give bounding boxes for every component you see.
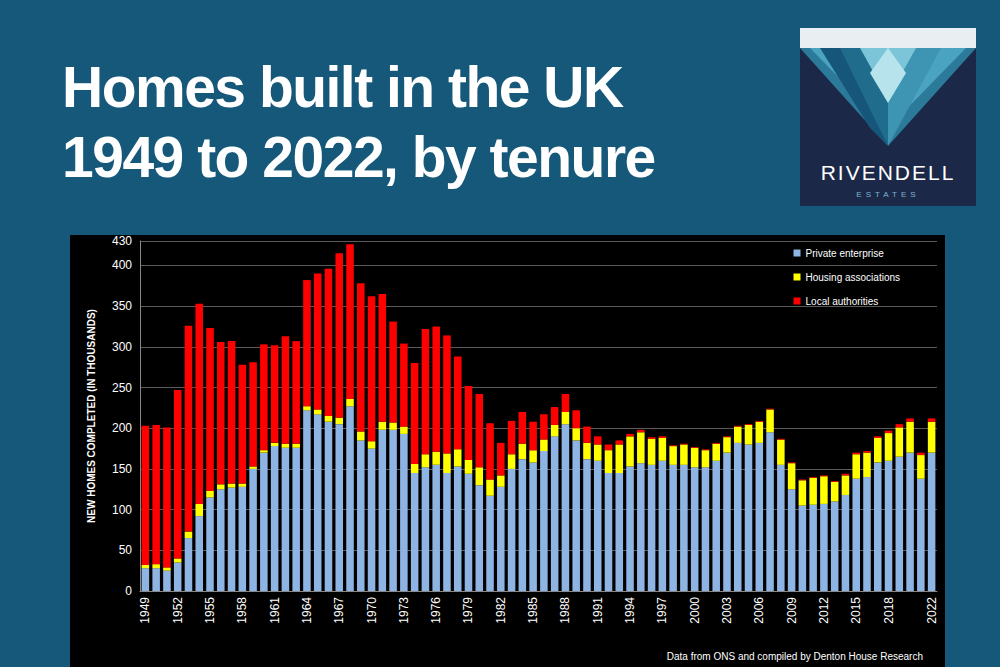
- svg-text:50: 50: [119, 543, 133, 557]
- svg-text:430: 430: [112, 235, 132, 248]
- svg-text:2009: 2009: [785, 597, 799, 624]
- svg-text:1979: 1979: [461, 597, 475, 624]
- html-text:1949 to 2022, by tenure: 1949 to 2022, by tenure: [62, 125, 655, 189]
- svg-text:100: 100: [112, 503, 132, 517]
- svg-text:200: 200: [112, 421, 132, 435]
- svg-text:0: 0: [125, 584, 132, 598]
- svg-text:1997: 1997: [655, 597, 669, 624]
- svg-text:1976: 1976: [429, 597, 443, 624]
- html-text:Homes built in the UK: Homes built in the UK: [62, 55, 623, 119]
- svg-text:1958: 1958: [235, 597, 249, 624]
- svg-text:2018: 2018: [882, 597, 896, 624]
- svg-text:Data from ONS and compiled by: Data from ONS and compiled by Denton Hou…: [667, 651, 923, 662]
- svg-text:1985: 1985: [526, 597, 540, 624]
- svg-text:300: 300: [112, 340, 132, 354]
- svg-text:150: 150: [112, 462, 132, 476]
- svg-text:1994: 1994: [623, 597, 637, 624]
- svg-text:400: 400: [112, 258, 132, 272]
- svg-text:1967: 1967: [332, 597, 346, 624]
- svg-text:1955: 1955: [203, 597, 217, 624]
- svg-text:1982: 1982: [494, 597, 508, 624]
- svg-text:Housing associations: Housing associations: [806, 272, 901, 283]
- svg-text:2003: 2003: [720, 597, 734, 624]
- svg-text:ESTATES: ESTATES: [856, 190, 919, 199]
- svg-text:2015: 2015: [849, 597, 863, 624]
- svg-text:2022: 2022: [925, 597, 939, 624]
- svg-text:1964: 1964: [300, 597, 314, 624]
- svg-text:1991: 1991: [591, 597, 605, 624]
- svg-text:1970: 1970: [365, 597, 379, 624]
- svg-text:1988: 1988: [558, 597, 572, 624]
- svg-text:2006: 2006: [752, 597, 766, 624]
- svg-text:2000: 2000: [688, 597, 702, 624]
- svg-text:1949: 1949: [138, 597, 152, 624]
- svg-text:350: 350: [112, 299, 132, 313]
- svg-text:1961: 1961: [268, 597, 282, 624]
- svg-text:Private enterprise: Private enterprise: [806, 248, 885, 259]
- svg-text:1952: 1952: [171, 597, 185, 624]
- svg-text:RIVENDELL: RIVENDELL: [821, 161, 956, 184]
- svg-text:250: 250: [112, 381, 132, 395]
- svg-text:NEW HOMES COMPLETED (IN THOUSA: NEW HOMES COMPLETED (IN THOUSANDS): [86, 309, 97, 523]
- svg-text:Local authorities: Local authorities: [806, 296, 879, 307]
- svg-text:1973: 1973: [397, 597, 411, 624]
- svg-text:2012: 2012: [817, 597, 831, 624]
